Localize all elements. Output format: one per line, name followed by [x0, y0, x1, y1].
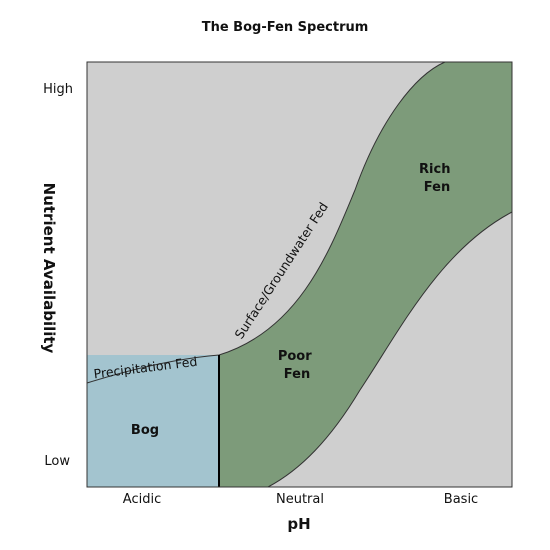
plot-area [86, 61, 513, 488]
region-label-line: Rich [419, 162, 450, 177]
region-label-line: Poor [278, 349, 312, 364]
bog-region [87, 355, 219, 487]
x-tick-label: Acidic [123, 492, 161, 507]
region-label-line: Fen [424, 180, 450, 195]
plot-border [86, 61, 513, 488]
x-tick-label: Neutral [276, 492, 324, 507]
region-label-line: Fen [284, 367, 310, 382]
region-label: Bog [131, 423, 159, 438]
y-tick-label: High [43, 82, 73, 97]
x-axis-label: pH [287, 515, 310, 533]
fen-region [219, 62, 512, 487]
y-tick-label: Low [44, 454, 70, 469]
boundary-curve [267, 211, 513, 488]
boundary-curve [86, 61, 446, 384]
x-tick-label: Basic [444, 492, 478, 507]
title: The Bog-Fen Spectrum [202, 20, 369, 35]
region-label: Rich Fen [419, 162, 455, 195]
y-axis-label: Nutrient Availability [40, 183, 58, 354]
region-label: Poor Fen [278, 349, 316, 382]
